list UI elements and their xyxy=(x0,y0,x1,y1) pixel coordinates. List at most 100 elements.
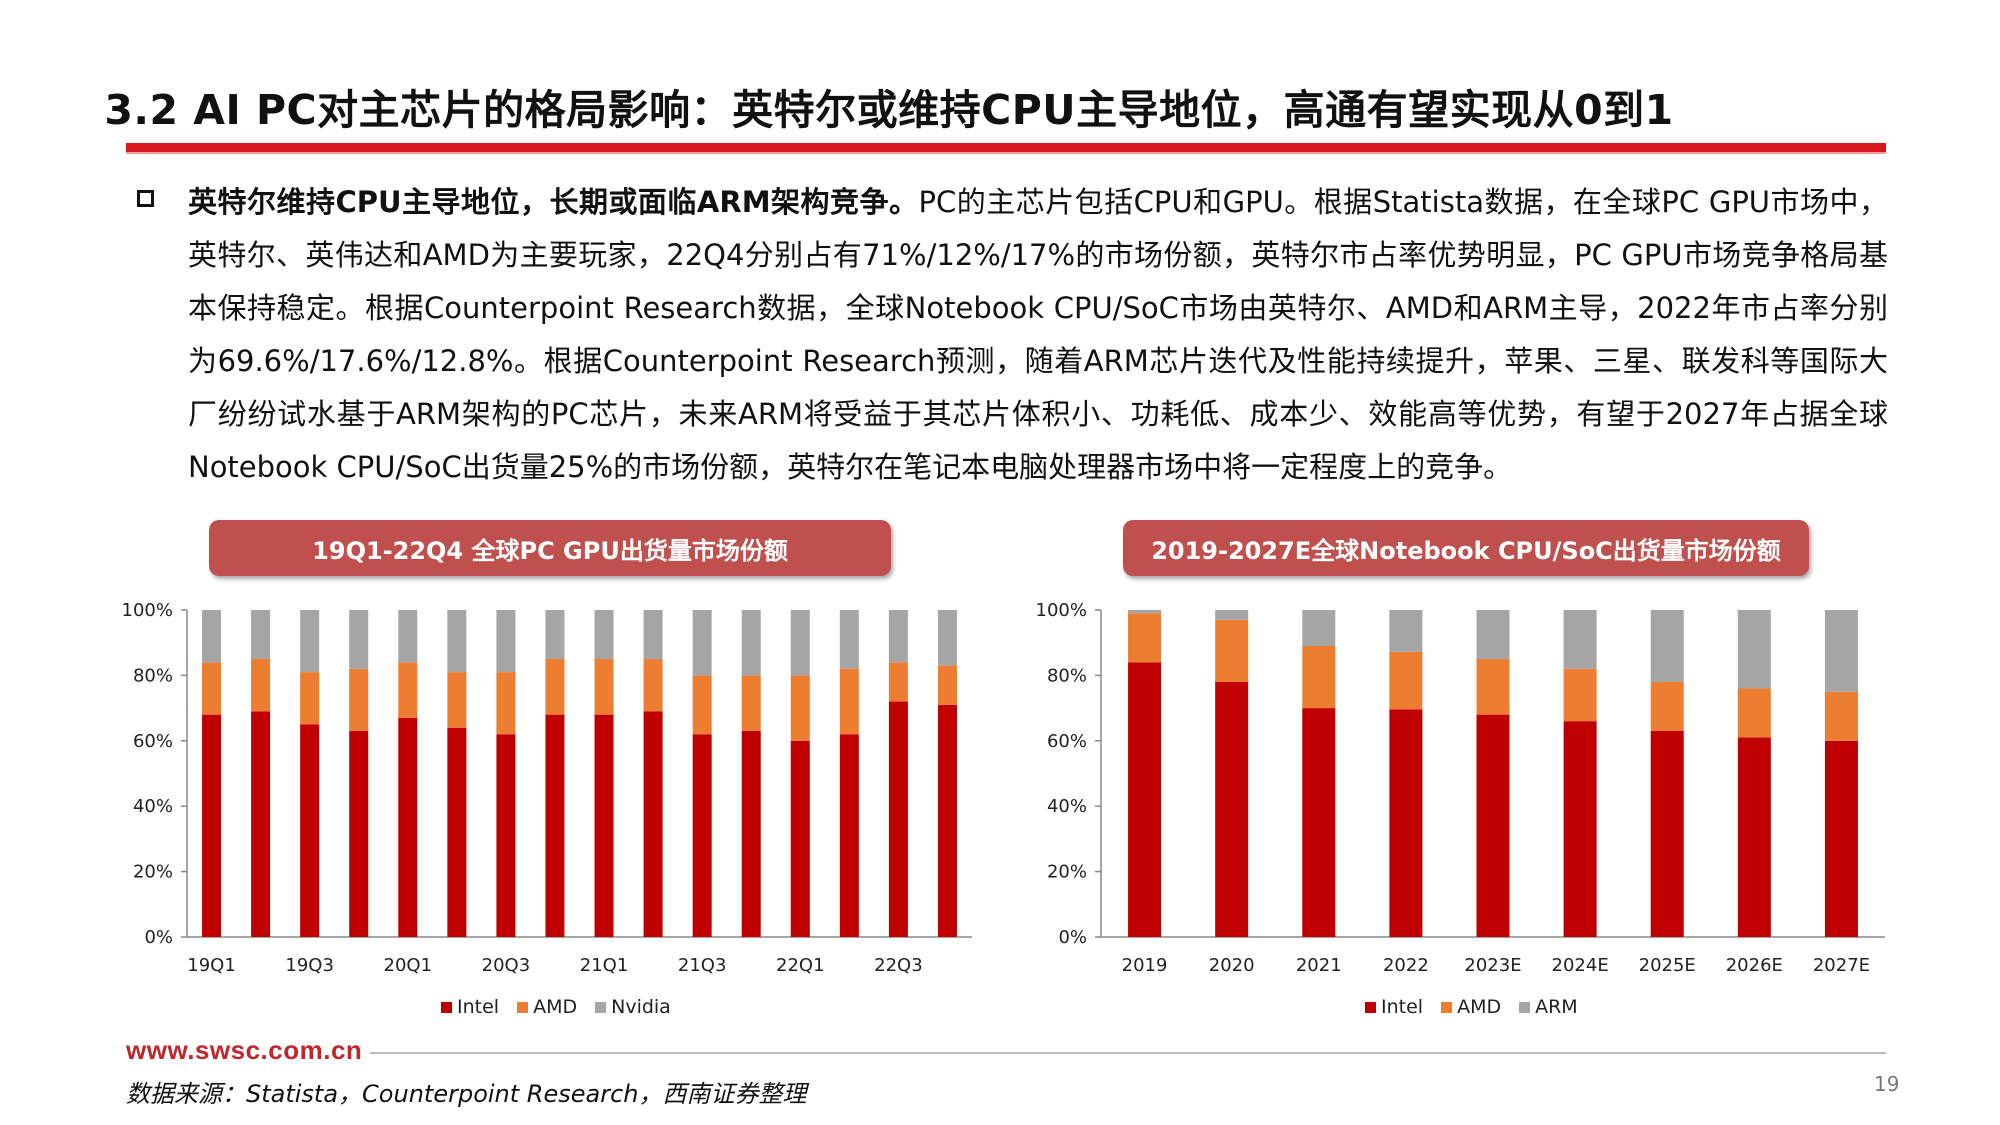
bar-segment-nvidia xyxy=(741,610,761,676)
y-tick-label: 0% xyxy=(1058,927,1087,948)
bar-segment-intel xyxy=(1824,740,1858,937)
y-tick-label: 40% xyxy=(1047,796,1087,817)
legend-label: AMD xyxy=(533,996,578,1018)
x-tick-label: 2021 xyxy=(1296,955,1342,976)
bar-segment-intel xyxy=(1476,714,1510,937)
title-underline xyxy=(126,143,1886,152)
y-tick-label: 0% xyxy=(144,927,173,948)
bar-segment-amd xyxy=(1128,613,1162,663)
legend-item: Intel xyxy=(1365,996,1423,1018)
legend-item: AMD xyxy=(1441,996,1501,1018)
bar-segment-arm xyxy=(1824,610,1858,692)
bar-segment-amd xyxy=(1389,651,1423,710)
bar-segment-amd xyxy=(349,668,369,731)
bar-segment-intel xyxy=(496,734,516,937)
chart-title-cpu: 2019-2027E全球Notebook CPU/SoC出货量市场份额 xyxy=(1123,520,1809,576)
bar-segment-nvidia xyxy=(937,610,957,666)
bar-segment-intel xyxy=(741,730,761,937)
bar-segment-intel xyxy=(790,740,810,937)
bar-segment-intel xyxy=(1128,662,1162,937)
bar-segment-intel xyxy=(1737,737,1771,937)
legend-item: AMD xyxy=(517,996,577,1018)
legend-gpu: Intel AMD Nvidia xyxy=(441,996,671,1018)
bar-segment-intel xyxy=(447,727,467,937)
bar-segment-arm xyxy=(1476,610,1510,660)
bar-segment-amd xyxy=(1650,681,1684,731)
bar-segment-amd xyxy=(741,675,761,731)
legend-swatch xyxy=(441,1001,452,1013)
y-tick-label: 80% xyxy=(133,665,173,686)
chart-gpu-share: 0% 20% 40% 60% 80% 100% 19Q1 19Q3 20Q1 20Q3 21Q1 21… xyxy=(122,600,972,976)
legend-swatch xyxy=(517,1001,529,1013)
bar-segment-intel xyxy=(1563,721,1597,937)
bar-segment-amd xyxy=(594,659,614,715)
bar-segment-intel xyxy=(398,717,418,937)
data-source: 数据来源：Statista，Counterpoint Research，西南证券… xyxy=(126,1080,807,1108)
bar-segment-intel xyxy=(1302,708,1336,937)
bar-segment-amd xyxy=(1476,659,1510,715)
bar-segment-intel xyxy=(888,701,908,937)
bar-segment-amd xyxy=(1737,688,1771,738)
bar-segment-nvidia xyxy=(594,610,614,660)
bar-segment-amd xyxy=(496,672,516,735)
bar-segment-amd xyxy=(300,672,320,725)
legend-label: Intel xyxy=(1381,996,1424,1018)
bar-segment-arm xyxy=(1302,610,1336,646)
y-tick-label: 60% xyxy=(133,731,173,752)
bar-segment-arm xyxy=(1389,610,1423,652)
bullet-square-icon xyxy=(137,190,154,207)
bar-segment-nvidia xyxy=(202,610,222,663)
legend-label: ARM xyxy=(1535,996,1578,1018)
legend-item: Intel xyxy=(441,996,499,1018)
y-tick-label: 40% xyxy=(133,796,173,817)
bar-segment-intel xyxy=(937,704,957,937)
legend-item: Nvidia xyxy=(595,996,671,1018)
bar-segment-intel xyxy=(1215,681,1249,937)
bar-segment-nvidia xyxy=(790,610,810,676)
x-tick-label: 2019 xyxy=(1122,955,1168,976)
legend-label: Intel xyxy=(457,996,500,1018)
x-tick-label: 2023E xyxy=(1464,955,1521,976)
legend-cpu: Intel AMD ARM xyxy=(1365,996,1578,1018)
bar-segment-amd xyxy=(790,675,810,741)
chart-notebook-cpu-share: 0% 20% 40% 60% 80% 100% 2019 2020 2021 2022 2023E 2… xyxy=(1036,600,1885,976)
bar-segment-amd xyxy=(251,659,271,712)
x-tick-label: 2022 xyxy=(1383,955,1429,976)
bar-segment-amd xyxy=(888,662,908,702)
x-tick-label: 2020 xyxy=(1209,955,1255,976)
bar-segment-nvidia xyxy=(839,610,859,669)
bar-segment-amd xyxy=(1302,645,1336,709)
bar-segment-arm xyxy=(1737,610,1771,689)
bar-segment-nvidia xyxy=(349,610,369,669)
bar-segment-amd xyxy=(692,675,712,735)
legend-swatch xyxy=(1365,1001,1376,1013)
paragraph-lead: 英特尔维持CPU主导地位，长期或面临ARM架构竞争。 xyxy=(188,185,919,219)
y-tick-label: 100% xyxy=(122,600,173,621)
bar-segment-nvidia xyxy=(398,610,418,663)
page-number: 19 xyxy=(1874,1072,1900,1096)
x-tick-label: 22Q3 xyxy=(874,955,923,976)
x-tick-label: 2027E xyxy=(1813,955,1870,976)
footer-divider xyxy=(126,1052,1886,1054)
footer-url: www.swsc.com.cn xyxy=(126,1035,371,1066)
bar-segment-amd xyxy=(202,662,222,715)
page-title: 3.2 AI PC对主芯片的格局影响：英特尔或维持CPU主导地位，高通有望实现从… xyxy=(104,86,1674,134)
x-tick-label: 20Q1 xyxy=(384,955,433,976)
x-tick-label: 19Q3 xyxy=(285,955,334,976)
bar-segment-amd xyxy=(398,662,418,718)
bar-segment-nvidia xyxy=(251,610,271,660)
chart-title-gpu: 19Q1-22Q4 全球PC GPU出货量市场份额 xyxy=(209,520,891,576)
bar-segment-amd xyxy=(1563,668,1597,722)
x-tick-label: 22Q1 xyxy=(776,955,825,976)
title-underline-shadow xyxy=(126,152,1886,154)
bar-segment-arm xyxy=(1128,610,1162,614)
legend-swatch xyxy=(595,1001,607,1013)
bar-segment-intel xyxy=(1389,709,1423,937)
x-tick-label: 21Q3 xyxy=(678,955,727,976)
bar-segment-amd xyxy=(1215,619,1249,682)
bar-segment-nvidia xyxy=(496,610,516,673)
x-tick-label: 2026E xyxy=(1726,955,1783,976)
bar-segment-amd xyxy=(1824,691,1858,741)
body-paragraph: 英特尔维持CPU主导地位，长期或面临ARM架构竞争。PC的主芯片包括CPU和GP… xyxy=(188,176,1888,494)
bar-segment-arm xyxy=(1215,610,1249,620)
